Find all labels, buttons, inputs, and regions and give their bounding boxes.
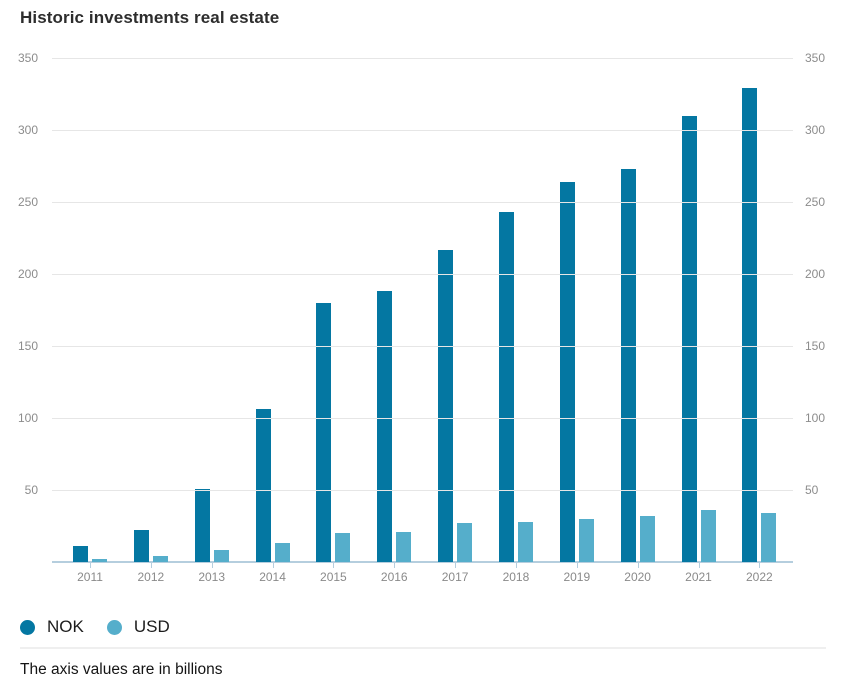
y-axis-left-tick-label-200: 200	[17, 267, 38, 281]
bar-nok-2017	[438, 249, 454, 562]
bar-usd-2017	[457, 523, 473, 562]
x-axis-tick-2019	[576, 562, 578, 568]
legend-item-usd[interactable]: USD	[106, 617, 170, 637]
gridline-50	[52, 490, 793, 491]
y-axis-right-tick-label-250: 250	[805, 195, 826, 209]
usd-legend-dot-icon	[106, 619, 122, 635]
x-axis-tick-2014	[272, 562, 274, 568]
y-axis-left-tick-label-350: 350	[17, 51, 38, 65]
bar-usd-2020	[639, 515, 655, 562]
x-axis-label-2019: 2019	[563, 570, 591, 584]
x-axis-label-2022: 2022	[745, 570, 773, 584]
footer-divider	[20, 647, 826, 649]
bar-usd-2012	[152, 556, 168, 562]
bar-usd-2013	[213, 550, 229, 562]
y-axis-left-tick-label-250: 250	[17, 195, 38, 209]
nok-legend-dot-icon	[20, 619, 35, 635]
bar-nok-2019	[559, 181, 575, 562]
bar-usd-2018	[517, 521, 533, 562]
bar-usd-2019	[578, 518, 594, 562]
bar-nok-2022	[742, 88, 758, 562]
legend-item-nok[interactable]: NOK	[20, 617, 84, 637]
legend-label-nok: NOK	[47, 617, 84, 636]
legend-label-usd: USD	[133, 617, 170, 636]
x-axis-label-2020: 2020	[624, 570, 651, 584]
gridline-150	[52, 346, 793, 347]
gridline-100	[52, 418, 793, 419]
x-axis-label-2013: 2013	[198, 570, 226, 584]
x-axis-baseline	[52, 561, 793, 563]
y-axis-left-tick-label-300: 300	[17, 123, 38, 137]
bar-nok-2011	[73, 546, 88, 562]
x-axis-tick-2015	[333, 562, 335, 568]
x-axis-tick-2016	[394, 562, 396, 568]
bar-usd-2015	[335, 533, 351, 562]
x-axis-tick-2018	[515, 562, 517, 568]
bar-nok-2021	[681, 115, 697, 562]
bar-nok-2013	[194, 488, 210, 562]
x-axis-tick-2022	[759, 562, 761, 568]
x-axis-tick-2012	[150, 562, 152, 568]
x-axis-label-2018: 2018	[502, 570, 530, 584]
gridline-250	[52, 202, 793, 203]
y-axis-right-tick-label-50: 50	[805, 483, 819, 497]
x-axis-label-2011: 2011	[77, 570, 103, 584]
bar-usd-2016	[396, 531, 412, 562]
gridline-350	[52, 58, 793, 59]
bar-nok-2018	[498, 212, 514, 562]
bar-nok-2012	[133, 530, 149, 562]
x-axis-label-2015: 2015	[320, 570, 347, 584]
y-axis-left-tick-label-150: 150	[17, 339, 38, 353]
chart-legend: NOK USD	[20, 617, 170, 637]
y-axis-left-tick-label-100: 100	[17, 411, 38, 425]
x-axis-label-2021: 2021	[685, 570, 712, 584]
x-axis-tick-2013	[211, 562, 213, 568]
x-axis-label-2016: 2016	[380, 570, 408, 584]
y-axis-right-tick-label-200: 200	[805, 267, 826, 281]
y-axis-right-tick-label-300: 300	[805, 123, 826, 137]
x-axis-label-2014: 2014	[259, 570, 286, 584]
bar-usd-2021	[700, 510, 716, 562]
x-axis-tick-2011	[90, 562, 91, 568]
page-title: Historic investments real estate	[20, 8, 280, 27]
gridline-300	[52, 130, 793, 131]
bar-usd-2011	[92, 559, 107, 562]
y-axis-right-tick-label-100: 100	[805, 411, 826, 425]
y-axis-left-tick-label-50: 50	[24, 483, 38, 497]
y-axis-right-tick-label-150: 150	[805, 339, 826, 353]
bar-nok-2016	[377, 291, 393, 562]
gridline-200	[52, 274, 793, 275]
plot-area	[52, 58, 793, 562]
bar-usd-2022	[761, 513, 777, 562]
x-axis-tick-2020	[637, 562, 639, 568]
x-axis-label-2017: 2017	[441, 570, 469, 584]
x-axis-tick-2017	[455, 562, 457, 568]
x-axis-label-2012: 2012	[137, 570, 165, 584]
bar-nok-2020	[620, 168, 636, 562]
bar-usd-2014	[274, 543, 290, 562]
bar-nok-2014	[255, 409, 271, 562]
axis-units-note: The axis values are in billions	[20, 661, 223, 678]
bar-nok-2015	[316, 302, 332, 562]
y-axis-right-tick-label-350: 350	[805, 51, 826, 65]
x-axis-tick-2021	[698, 562, 700, 568]
